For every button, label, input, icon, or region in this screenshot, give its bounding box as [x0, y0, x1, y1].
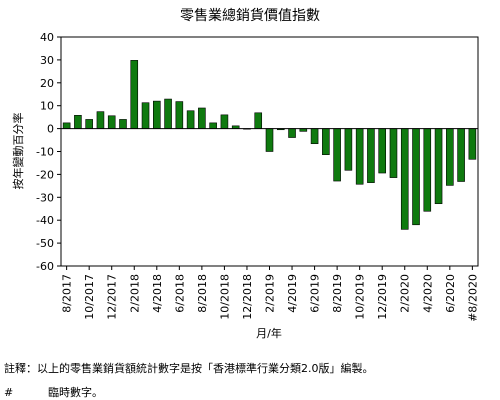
- x-tick-label: 2/2020: [399, 274, 412, 313]
- y-tick-label: -10: [36, 146, 54, 159]
- y-tick-label: -60: [36, 260, 54, 273]
- y-tick-label: 10: [40, 100, 54, 113]
- bar-series: [62, 60, 477, 230]
- x-tick-label: 2/2018: [128, 274, 141, 313]
- y-tick-label: 20: [40, 77, 54, 90]
- y-tick-label: -40: [36, 214, 54, 227]
- x-tick-label: 6/2020: [444, 274, 457, 313]
- bar: [107, 115, 116, 129]
- bar: [220, 114, 229, 129]
- x-tick-label: 12/2017: [106, 274, 119, 320]
- bar: [333, 128, 341, 182]
- x-axis-title: 月/年: [256, 326, 282, 340]
- bar: [198, 107, 206, 129]
- x-tick-label: 12/2019: [376, 274, 389, 320]
- y-tick-label: -30: [36, 191, 54, 204]
- y-tick-label: -20: [36, 168, 54, 181]
- x-tick-label: 12/2018: [241, 274, 254, 320]
- bar: [62, 122, 71, 129]
- bar: [412, 128, 420, 226]
- bar: [288, 128, 296, 138]
- y-tick-label: 30: [40, 54, 54, 67]
- bar: [254, 112, 263, 129]
- bar: [434, 128, 443, 205]
- x-tick-label: 4/2019: [286, 274, 299, 313]
- bar: [175, 101, 184, 129]
- bar: [344, 128, 353, 171]
- x-tick-label: 8/2019: [331, 274, 344, 313]
- bar: [74, 115, 82, 129]
- bar: [400, 128, 409, 230]
- hash-mark: #: [4, 386, 14, 399]
- bar: [164, 98, 172, 129]
- bar: [389, 128, 398, 178]
- footnote-provisional: # 臨時數字。: [4, 384, 103, 400]
- plot-frame: [60, 36, 479, 267]
- x-tick-label: 6/2018: [173, 274, 186, 313]
- bar: [265, 128, 274, 152]
- bar: [423, 128, 432, 212]
- bar: [153, 100, 161, 129]
- y-axis-ticks: 40 30 20 10 0 -10 -20 -30 -40 -50 -60: [36, 31, 61, 273]
- x-tick-label: 6/2019: [309, 274, 322, 313]
- y-tick-label: 40: [40, 31, 54, 44]
- bar: [322, 128, 330, 156]
- footnote-note: 註釋：以上的零售業銷貨額統計數字是按「香港標準行業分類2.0版」編製。: [4, 362, 374, 375]
- x-tick-label: 4/2020: [421, 274, 434, 313]
- x-axis-ticks: 8/2017 10/2017 12/2017 2/2018 4/2018 6/2018 8/…: [61, 266, 479, 322]
- bar: [119, 119, 127, 129]
- footnote-provisional-text: 臨時數字。: [48, 386, 103, 399]
- x-tick-label: 10/2019: [354, 274, 367, 320]
- bar: [130, 60, 139, 129]
- bar: [457, 128, 465, 182]
- bar: [378, 128, 386, 174]
- bar: [367, 128, 375, 183]
- x-tick-label: 8/2018: [196, 274, 209, 313]
- bar: [141, 102, 150, 129]
- x-tick-label: 4/2018: [151, 274, 164, 313]
- bar: [468, 128, 477, 160]
- bar: [186, 110, 195, 129]
- x-tick-label: 10/2018: [218, 274, 231, 320]
- bar: [446, 128, 454, 186]
- y-tick-label: -50: [36, 237, 54, 250]
- chart-title: 零售業總銷貨價值指數: [180, 8, 320, 24]
- bar: [96, 111, 105, 129]
- y-tick-label: 0: [47, 123, 54, 136]
- x-tick-label: #8/2020: [466, 274, 479, 322]
- bar: [310, 128, 319, 145]
- x-tick-label: 2/2019: [264, 274, 277, 313]
- x-tick-label: 8/2017: [61, 274, 74, 313]
- bar: [209, 122, 217, 129]
- x-tick-label: 10/2017: [83, 274, 96, 320]
- y-axis-title: 按年變動百分率: [11, 113, 25, 190]
- bar: [85, 119, 93, 129]
- bar: [355, 128, 364, 185]
